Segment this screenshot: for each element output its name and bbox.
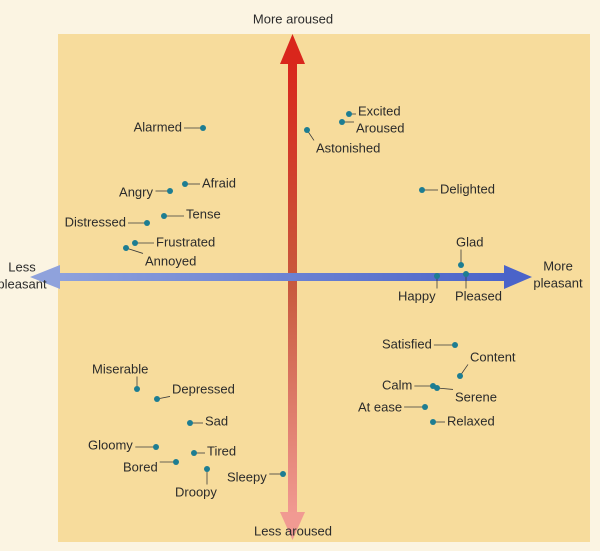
emotion-dot xyxy=(339,119,345,125)
emotion-dot xyxy=(167,188,173,194)
emotion-label: Pleased xyxy=(455,288,502,303)
emotion-label: Glad xyxy=(456,234,483,249)
pleasure-axis xyxy=(55,273,510,281)
emotion-label: Relaxed xyxy=(447,413,495,428)
emotion-label: Content xyxy=(470,349,516,364)
emotion-label: At ease xyxy=(358,399,402,414)
emotion-label: Tired xyxy=(207,443,236,458)
emotion-label: Astonished xyxy=(316,140,380,155)
emotion-label: Droopy xyxy=(175,484,217,499)
emotion-label: Tense xyxy=(186,206,221,221)
emotion-label: Annoyed xyxy=(145,253,196,268)
emotion-dot xyxy=(132,240,138,246)
emotion-dot xyxy=(182,181,188,187)
emotion-label: Calm xyxy=(382,377,412,392)
emotion-dot xyxy=(191,450,197,456)
arrow-head-top xyxy=(280,34,305,64)
emotion-label: Afraid xyxy=(202,175,236,190)
arrow-head-left xyxy=(30,265,60,289)
emotion-dot xyxy=(458,262,464,268)
emotion-dot xyxy=(144,220,150,226)
axis-label-left: pleasant xyxy=(0,276,47,291)
emotion-dot xyxy=(134,386,140,392)
emotion-label: Serene xyxy=(455,389,497,404)
arrow-head-right xyxy=(504,265,532,289)
emotion-dot xyxy=(153,444,159,450)
axis-label-right: More xyxy=(543,258,573,273)
emotion-dot xyxy=(200,125,206,131)
emotion-dot xyxy=(434,385,440,391)
emotion-label: Alarmed xyxy=(134,119,182,134)
emotion-dot xyxy=(204,466,210,472)
emotion-dot xyxy=(123,245,129,251)
emotion-dot xyxy=(463,271,469,277)
emotion-dot xyxy=(346,111,352,117)
emotion-label: Bored xyxy=(123,459,158,474)
arrow-head-bottom xyxy=(280,512,305,540)
emotion-dot xyxy=(457,373,463,379)
emotion-label: Frustrated xyxy=(156,234,215,249)
axis-label-right: pleasant xyxy=(533,275,583,290)
emotion-dot xyxy=(430,419,436,425)
panel xyxy=(58,34,590,542)
emotion-dot xyxy=(419,187,425,193)
emotion-dot xyxy=(187,420,193,426)
emotion-label: Angry xyxy=(119,184,153,199)
emotion-label: Depressed xyxy=(172,381,235,396)
emotion-dot xyxy=(452,342,458,348)
emotion-label: Sad xyxy=(205,413,228,428)
emotion-label: Aroused xyxy=(356,120,404,135)
emotion-label: Happy xyxy=(398,288,436,303)
emotion-label: Miserable xyxy=(92,361,148,376)
emotion-dot xyxy=(161,213,167,219)
emotion-dot xyxy=(173,459,179,465)
emotion-dot xyxy=(280,471,286,477)
axis-label-bottom: Less aroused xyxy=(254,523,332,538)
axis-label-left: Less xyxy=(8,259,36,274)
emotion-dot xyxy=(434,273,440,279)
emotion-label: Delighted xyxy=(440,181,495,196)
arousal-axis xyxy=(288,60,297,515)
emotion-label: Distressed xyxy=(65,214,126,229)
emotion-dot xyxy=(154,396,160,402)
axis-label-top: More aroused xyxy=(253,11,333,26)
emotion-dot xyxy=(422,404,428,410)
emotion-dot xyxy=(304,127,310,133)
emotion-label: Satisfied xyxy=(382,336,432,351)
emotion-label: Excited xyxy=(358,103,401,118)
emotion-label: Gloomy xyxy=(88,437,133,452)
emotion-label: Sleepy xyxy=(227,469,267,484)
